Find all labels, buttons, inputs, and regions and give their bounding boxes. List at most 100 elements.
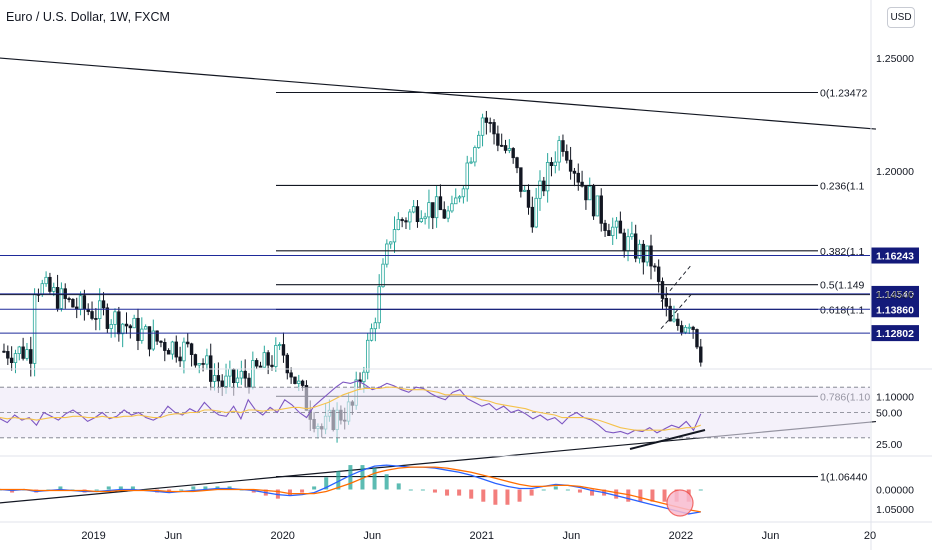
candle — [576, 172, 580, 183]
fib-level-label: 0.382(1.1 — [820, 246, 865, 258]
candle — [2, 350, 6, 353]
candle — [297, 380, 301, 384]
macd-histogram-bar — [408, 489, 413, 491]
candle — [6, 351, 10, 359]
candle — [699, 346, 703, 363]
candle — [120, 323, 125, 335]
macd-histogram-bar — [324, 477, 329, 490]
candle — [289, 372, 293, 378]
candle — [136, 317, 140, 342]
macd-histogram-bar — [457, 489, 462, 496]
candle — [599, 195, 603, 224]
x-tick-label: Jun — [363, 530, 381, 542]
candle — [572, 170, 577, 174]
candle — [163, 342, 167, 351]
candle — [656, 266, 661, 282]
fib-level-label: 0.618(1.1 — [820, 304, 865, 316]
candle — [170, 341, 175, 355]
candle — [55, 287, 60, 309]
y-tick-label: 1.25000 — [876, 53, 914, 65]
candle — [178, 356, 182, 362]
macd-histogram-bar — [312, 486, 317, 490]
candle — [492, 122, 496, 135]
macd-histogram-bar — [179, 489, 184, 491]
macd-histogram-bar — [505, 489, 510, 505]
macd-histogram-bar — [614, 489, 619, 499]
candle — [147, 326, 152, 350]
candle — [251, 360, 255, 388]
candle — [431, 202, 435, 219]
candle — [679, 325, 684, 333]
price-level-label: 1.12802 — [876, 328, 914, 340]
candle — [32, 293, 37, 364]
candle — [243, 370, 247, 379]
macd-histogram-bar — [529, 489, 534, 496]
candle — [568, 159, 573, 172]
macd-histogram-bar — [698, 489, 703, 491]
candle — [21, 346, 25, 359]
y-tick-label: 1.05000 — [876, 504, 914, 516]
fib-level-label: 0.5(1.149 — [820, 280, 865, 292]
candle — [44, 276, 48, 285]
candle — [124, 323, 129, 327]
candle — [254, 360, 259, 367]
candle — [113, 311, 117, 325]
candle — [362, 371, 366, 383]
macd-histogram-bar — [203, 486, 208, 490]
price-level-tag — [871, 325, 919, 342]
candle — [392, 229, 397, 243]
candle — [676, 318, 680, 326]
candle — [67, 298, 71, 300]
candle — [553, 161, 557, 167]
currency-button[interactable]: USD — [887, 7, 915, 28]
candle — [534, 197, 538, 228]
macd-histogram-bar — [94, 489, 99, 491]
candle — [538, 180, 542, 199]
candle — [228, 368, 232, 377]
candle — [668, 305, 672, 322]
candle — [588, 186, 592, 201]
candle — [205, 355, 209, 365]
candle — [404, 220, 408, 223]
candle — [557, 140, 561, 163]
highlight-circle — [666, 489, 694, 517]
candle — [277, 344, 282, 346]
price-level-label: 1.14506 — [876, 290, 914, 302]
candle — [266, 352, 270, 366]
candle — [388, 241, 393, 245]
candle — [683, 326, 688, 333]
candle — [415, 206, 420, 223]
candle — [231, 368, 236, 383]
candle — [186, 341, 190, 345]
candle — [274, 344, 278, 367]
candle — [151, 330, 155, 350]
candle — [396, 219, 401, 230]
candle — [633, 233, 638, 259]
macd-histogram-bar — [638, 489, 643, 502]
candle — [270, 364, 274, 367]
rsi-pane[interactable]: 50.00 25.00 — [0, 380, 902, 451]
candle — [630, 233, 634, 238]
macd-series-line — [0, 464, 701, 515]
candle — [109, 324, 113, 329]
candle — [442, 209, 446, 219]
candle — [672, 318, 676, 322]
candle — [239, 370, 244, 379]
macd-pane[interactable]: 0.00000 — [0, 464, 914, 517]
fib-level-label: 0.236(1.1 — [820, 180, 865, 192]
trend-line — [0, 57, 877, 130]
main-price-pane[interactable]: 0(1.23472 0.236(1.1 0.382(1.1 0.5(1.149 0.61… — [0, 57, 919, 504]
candle — [408, 211, 412, 223]
candle — [603, 222, 607, 231]
price-level-label: 1.13860 — [876, 304, 914, 316]
macd-histogram-bar — [481, 489, 486, 502]
candle — [499, 144, 504, 147]
macd-histogram-bar — [517, 489, 522, 502]
candle — [660, 281, 665, 299]
macd-histogram-bar — [348, 465, 353, 490]
candle — [101, 300, 106, 309]
price-level-tag — [871, 247, 919, 264]
candle — [385, 243, 389, 265]
candle — [641, 243, 646, 263]
